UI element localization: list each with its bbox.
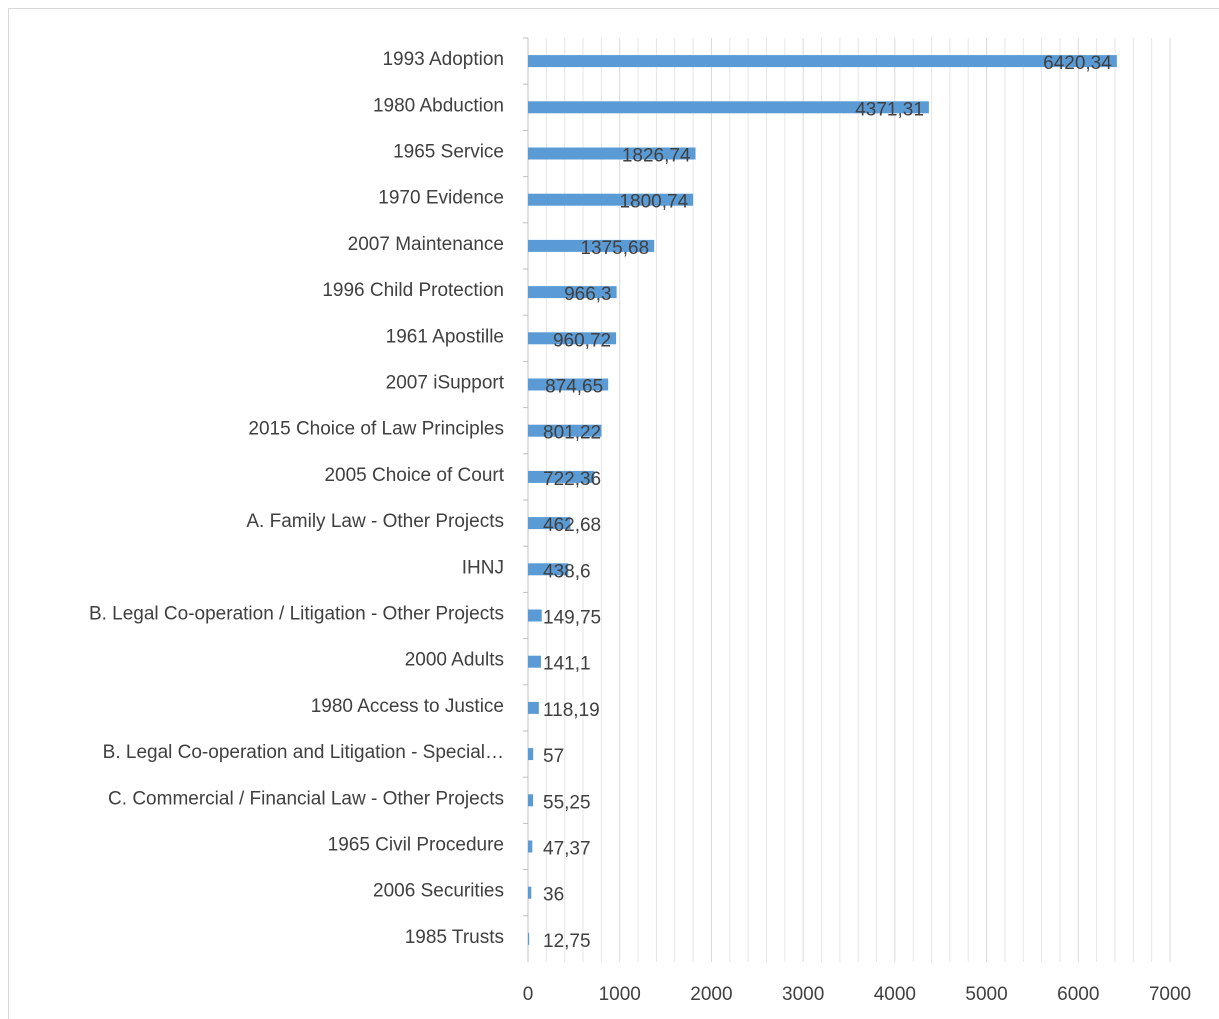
data-label: 462,68	[543, 515, 601, 536]
x-tick-label: 4000	[874, 984, 916, 1005]
y-tick-label: 2005 Choice of Court	[324, 465, 504, 486]
x-tick-label: 3000	[782, 984, 824, 1005]
data-label: 722,36	[543, 469, 601, 490]
x-tick-label: 0	[523, 984, 534, 1005]
data-label: 966,3	[564, 284, 612, 305]
bar	[528, 424, 602, 437]
data-label: 1375,68	[580, 238, 649, 259]
bar	[528, 332, 617, 345]
data-label: 801,22	[543, 423, 601, 444]
bar	[528, 794, 534, 807]
bar	[528, 840, 533, 853]
y-tick-label: 1961 Apostille	[386, 326, 504, 347]
y-tick-label: 1965 Civil Procedure	[328, 835, 504, 856]
data-label: 149,75	[543, 608, 601, 629]
data-label: 118,19	[543, 700, 600, 721]
data-label: 12,75	[543, 931, 591, 952]
bar	[528, 286, 617, 299]
bar	[528, 748, 534, 761]
bar	[528, 609, 542, 622]
data-label: 57	[543, 746, 564, 767]
y-tick-label: 1996 Child Protection	[322, 280, 504, 301]
y-tick-label: B. Legal Co-operation / Litigation - Oth…	[89, 604, 504, 625]
y-tick-label: 2000 Adults	[405, 650, 504, 671]
bar	[528, 517, 571, 530]
bar	[528, 932, 530, 945]
y-tick-label: A. Family Law - Other Projects	[246, 511, 504, 532]
bar	[528, 101, 929, 114]
bar	[528, 655, 541, 668]
y-tick-label: 1993 Adoption	[382, 49, 504, 70]
y-tick-label: 1980 Abduction	[373, 95, 504, 116]
bar	[528, 55, 1117, 68]
bar	[528, 470, 595, 483]
bar	[528, 147, 696, 160]
data-label: 141,1	[543, 654, 591, 675]
data-label: 6420,34	[1043, 53, 1112, 74]
data-label: 438,6	[543, 561, 591, 582]
data-label: 4371,31	[855, 99, 924, 120]
y-tick-label: 2007 Maintenance	[348, 234, 504, 255]
y-tick-label: 1980 Access to Justice	[311, 696, 504, 717]
data-label: 874,65	[545, 377, 603, 398]
y-tick-label: 2015 Choice of Law Principles	[248, 419, 504, 440]
y-tick-label: 1965 Service	[393, 142, 504, 163]
data-label: 47,37	[543, 839, 591, 860]
y-tick-label: B. Legal Co-operation and Litigation - S…	[103, 742, 504, 763]
bar	[528, 193, 694, 206]
data-label: 1826,74	[622, 146, 691, 167]
bar	[528, 378, 609, 391]
x-tick-label: 1000	[599, 984, 641, 1005]
bar	[528, 701, 539, 714]
chart-border	[8, 8, 1219, 1019]
data-label: 960,72	[553, 330, 611, 351]
x-tick-label: 7000	[1149, 984, 1191, 1005]
data-label: 36	[543, 885, 564, 906]
x-tick-label: 6000	[1057, 984, 1099, 1005]
y-tick-label: 1970 Evidence	[378, 188, 504, 209]
y-tick-label: 1985 Trusts	[405, 927, 504, 948]
data-label: 55,25	[543, 792, 591, 813]
x-tick-label: 2000	[690, 984, 732, 1005]
y-tick-label: C. Commercial / Financial Law - Other Pr…	[108, 788, 504, 809]
x-tick-label: 5000	[965, 984, 1007, 1005]
y-tick-label: IHNJ	[462, 557, 504, 578]
bar	[528, 239, 655, 252]
bar	[528, 563, 569, 576]
data-label: 1800,74	[619, 192, 688, 213]
y-tick-label: 2006 Securities	[373, 881, 504, 902]
y-tick-label: 2007 iSupport	[386, 373, 505, 394]
bar	[528, 886, 532, 899]
